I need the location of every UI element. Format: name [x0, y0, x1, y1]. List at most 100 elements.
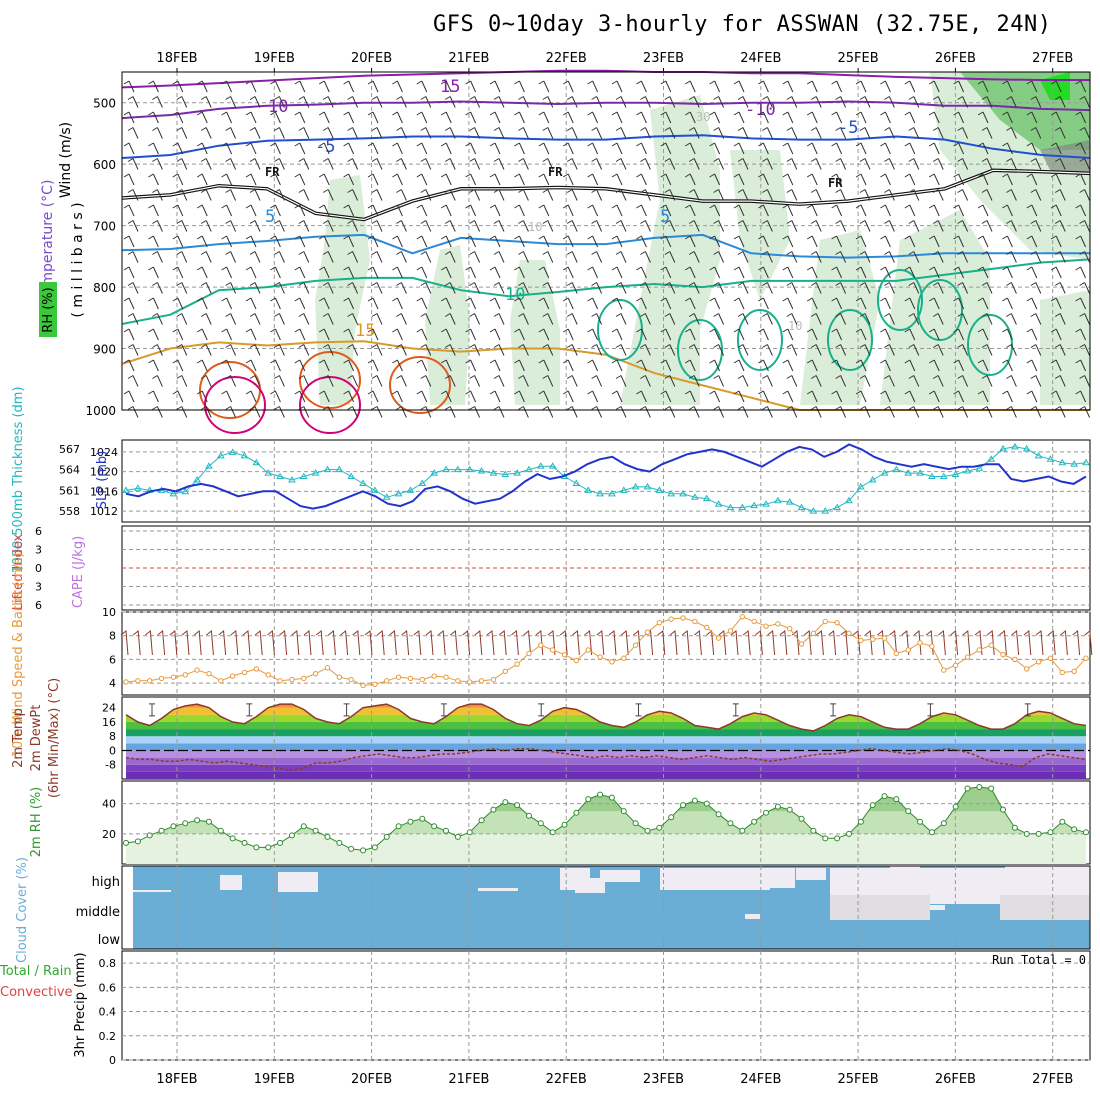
wind-barb — [615, 375, 627, 387]
wind-barb — [1026, 390, 1038, 403]
wind-barb — [200, 96, 212, 108]
rh-point — [514, 802, 521, 809]
wind-barb — [977, 390, 989, 403]
wind-barb — [298, 344, 310, 356]
wind-barb — [660, 235, 672, 248]
wind-barb — [587, 266, 599, 279]
wind-barb — [786, 158, 798, 170]
surface-wind-barb — [303, 630, 312, 656]
wind-barb — [562, 204, 574, 217]
wind-barb — [172, 173, 184, 186]
wind-barb — [148, 359, 159, 372]
rh-point — [644, 827, 651, 834]
temperature-band — [126, 721, 1086, 730]
wind-barb — [587, 111, 599, 124]
wind-barb — [465, 173, 477, 186]
pressure-tick-label: 600 — [93, 158, 116, 172]
wind-barb — [1079, 313, 1091, 325]
wind10m-point — [336, 674, 343, 680]
wind-barb — [392, 173, 403, 186]
wind-barb — [591, 96, 603, 108]
wind-barb — [465, 142, 477, 155]
wind-barb — [782, 390, 794, 403]
wind-barb — [318, 80, 330, 93]
wind-barb — [392, 204, 403, 217]
thickness-point — [643, 482, 652, 490]
wind-barb — [713, 127, 725, 139]
wind10m-point — [1000, 651, 1006, 658]
wind-barb — [514, 111, 525, 124]
wind-barb — [782, 142, 794, 155]
rh-point — [229, 835, 236, 842]
rh-point — [123, 839, 129, 846]
rh-point — [988, 785, 995, 792]
wind-barb — [225, 282, 237, 294]
wind10m-point — [905, 647, 911, 653]
wind-barb — [733, 266, 745, 279]
surface-wind-barb — [620, 630, 629, 656]
wind-barb — [928, 111, 940, 124]
wind-barb — [318, 359, 330, 372]
wind-barb — [542, 220, 554, 232]
surface-wind-barb — [730, 630, 739, 656]
wind-barb — [270, 173, 281, 186]
wind-barb — [538, 204, 550, 217]
wind-barb — [977, 173, 989, 186]
wind-barb — [1002, 328, 1013, 341]
rh-point — [952, 803, 959, 810]
wind-barb — [123, 359, 135, 372]
wind10m-point — [573, 657, 580, 664]
rh-point — [312, 827, 319, 834]
wind10m-point — [455, 678, 461, 684]
wind-barb — [957, 375, 969, 387]
wind-barb — [758, 80, 769, 93]
wind-barb — [611, 80, 623, 93]
wind-barb — [591, 189, 603, 201]
surface-wind-barb — [803, 630, 812, 656]
wind10m-point — [526, 650, 532, 657]
thickness-point — [987, 455, 996, 462]
wind-barb — [786, 282, 798, 294]
wind-barb — [123, 328, 135, 341]
wind-barb — [152, 251, 163, 263]
li-tick-label: 6 — [35, 525, 42, 538]
wind-barb — [932, 313, 944, 325]
wind-barb — [294, 80, 306, 93]
wind-barb — [904, 359, 916, 372]
wind10m-point — [301, 675, 307, 682]
temperature-unit-label: (6hr Min/Max) (°C) — [47, 678, 62, 798]
wind-barb — [465, 235, 477, 248]
surface-wind-barb — [950, 630, 959, 656]
wind-barb — [1075, 111, 1087, 124]
wind-barb — [196, 359, 208, 372]
rh-point — [253, 844, 260, 851]
wind10m-point — [727, 628, 734, 634]
wind-barb — [152, 220, 163, 232]
wind-barb — [416, 266, 428, 279]
wind-barb — [782, 359, 794, 372]
slp-tick-label: 1020 — [90, 466, 118, 479]
cloud-clear-gap — [133, 890, 171, 892]
wind-barb — [640, 375, 651, 387]
wind-barb — [440, 204, 452, 217]
rh-point — [680, 802, 687, 809]
surface-wind-barb — [889, 630, 898, 656]
wind-barb — [786, 127, 798, 139]
wind-barb — [713, 251, 725, 263]
thickness-point — [477, 467, 486, 474]
wind-barb — [664, 375, 676, 387]
wind10m-point — [135, 678, 141, 684]
thickness-point — [773, 496, 782, 504]
wind-barb — [660, 111, 672, 124]
date-label-top: 23FEB — [643, 51, 684, 66]
rh-shade-region — [730, 150, 790, 300]
temperature-band — [126, 714, 1086, 722]
wind-barb — [347, 406, 359, 418]
wind-barb — [587, 390, 599, 403]
thickness-point — [252, 458, 261, 466]
surface-wind-barb — [1047, 630, 1056, 656]
wind-barb — [298, 158, 310, 170]
wind-barb — [396, 158, 407, 170]
wind10m-point — [656, 619, 663, 626]
wind-barb — [196, 142, 208, 155]
